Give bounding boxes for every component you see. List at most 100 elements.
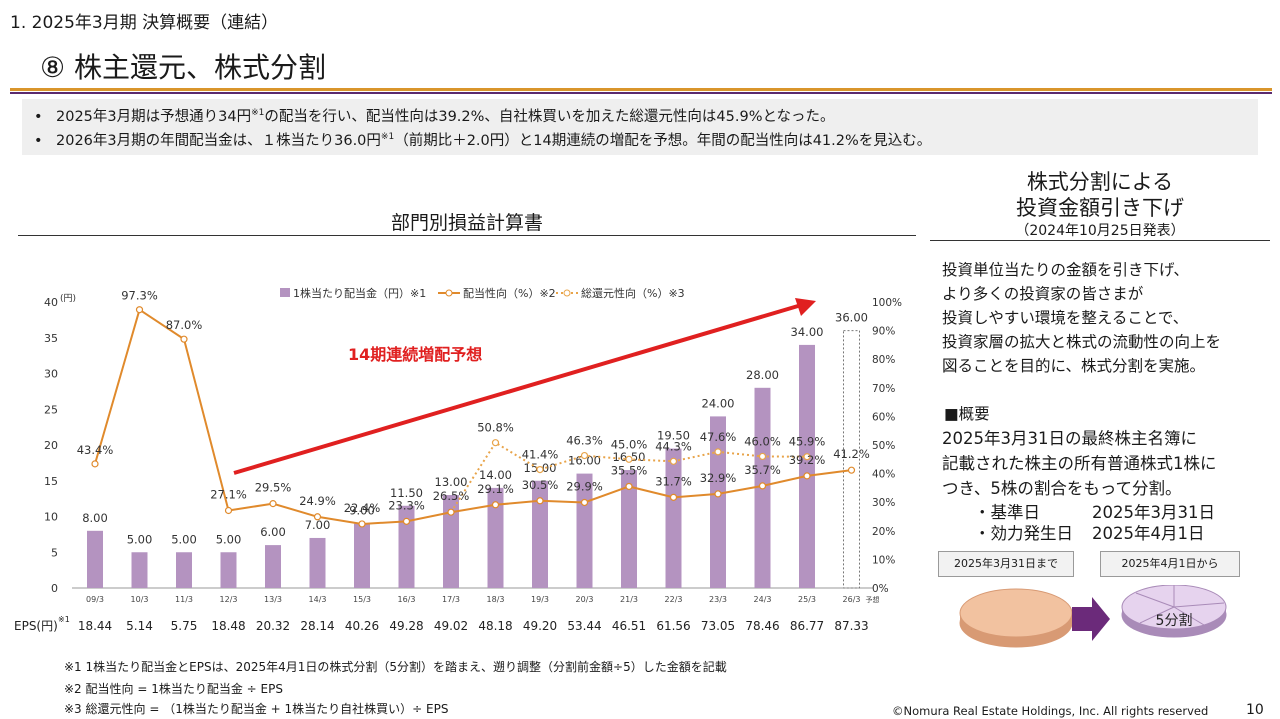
- footnote-mark: ※1: [251, 108, 265, 118]
- category-label: 14/3: [309, 595, 327, 604]
- dividend-bar: [176, 552, 192, 588]
- dividend-bar: [665, 448, 682, 588]
- description-line: より多くの投資家の皆さまが: [942, 285, 1144, 303]
- payout-ratio-label: 22.4%: [344, 501, 381, 515]
- dividend-bar: [87, 530, 103, 588]
- category-label: 10/3: [131, 595, 149, 604]
- eps-value: 86.77: [790, 619, 824, 633]
- side-title-rule: [930, 240, 1270, 241]
- eps-value: 5.75: [171, 619, 198, 633]
- dividend-bar-label: 5.00: [216, 532, 242, 546]
- split-shares-disc: 5分割: [1121, 585, 1227, 638]
- legend-marker-total: [563, 289, 571, 297]
- payout-ratio-point: [269, 500, 277, 508]
- total-return-label: 47.6%: [700, 430, 737, 444]
- payout-ratio-label: 29.9%: [566, 479, 603, 493]
- y-left-tick: 35: [44, 332, 58, 345]
- dividend-bar-forecast: [843, 330, 860, 589]
- payout-ratio-label: 27.1%: [210, 487, 247, 501]
- dividend-bar: [487, 487, 504, 588]
- record-date-label: ・基準日: [974, 503, 1040, 522]
- title-rule-accent: [10, 92, 1272, 94]
- category-label: 26/3: [843, 595, 861, 604]
- announcement-date: （2024年10月25日発表）: [1015, 223, 1185, 239]
- payout-ratio-point: [758, 482, 767, 490]
- eps-value: 49.20: [523, 619, 557, 633]
- category-label: 13/3: [264, 595, 282, 604]
- summary-text: （前期比＋2.0円）と14期連続の増配を予想。年間の配当性向は41.2%を見込む…: [394, 133, 932, 149]
- effective-date-label: ・効力発生日: [974, 524, 1073, 543]
- dividend-bar-label: 28.00: [746, 368, 779, 382]
- payout-ratio-point: [447, 508, 455, 516]
- legend-payout: 配当性向（%）※2: [463, 286, 556, 300]
- y-right-tick: 50%: [872, 440, 895, 452]
- y-right-tick: 60%: [872, 411, 895, 423]
- payout-ratio-point: [580, 498, 589, 507]
- total-return-label: 45.0%: [611, 437, 648, 451]
- payout-ratio-label: 87.0%: [166, 318, 203, 332]
- before-date-box: 2025年3月31日まで: [938, 551, 1074, 577]
- y-right-tick: 0%: [872, 583, 889, 595]
- eps-value: 46.51: [612, 619, 646, 633]
- y-right-tick: 30%: [872, 497, 895, 509]
- total-return-point: [580, 451, 589, 460]
- payout-ratio-point: [358, 520, 366, 528]
- category-label: 12/3: [220, 595, 238, 604]
- payout-ratio-label: 29.1%: [477, 482, 514, 496]
- description-line: 投資しやすい環境を整えることで、: [942, 309, 1189, 327]
- payout-ratio-line: [94, 308, 852, 525]
- payout-ratio-label: 41.2%: [833, 447, 870, 461]
- dividend-bar-label: 16.00: [568, 454, 601, 468]
- payout-ratio-label: 31.7%: [655, 474, 692, 488]
- dividend-bar: [220, 552, 237, 588]
- growth-arrow-line: [233, 304, 799, 475]
- eps-value: 40.26: [345, 619, 379, 633]
- category-label: 17/3: [442, 595, 460, 604]
- y-right-tick: 20%: [872, 526, 895, 538]
- y-left-tick: 30: [44, 368, 58, 381]
- eps-value: 5.14: [126, 619, 153, 633]
- summary-bullet-2: • 2026年3月期の年間配当金は、１株当たり36.0円※1（前期比＋2.0円）と…: [34, 129, 931, 150]
- dividend-bar-label: 14.00: [479, 468, 512, 482]
- dividend-bar: [398, 505, 415, 588]
- category-label: 16/3: [398, 595, 416, 604]
- dividend-bar-label: 24.00: [702, 396, 735, 410]
- total-return-point: [625, 455, 633, 463]
- payout-ratio-label: 29.5%: [255, 481, 292, 495]
- right-arrow-icon: [1072, 597, 1110, 641]
- summary-text: 2025年3月期は予想通り34円: [56, 109, 252, 125]
- dividend-bar: [799, 344, 815, 588]
- y-right-tick: 40%: [872, 469, 895, 481]
- y-left-tick: 25: [44, 403, 58, 416]
- y-right-tick: 10%: [872, 554, 895, 566]
- dividend-bar-label: 5.00: [127, 532, 153, 546]
- total-return-label: 46.0%: [744, 434, 781, 448]
- legend-dividend: 1株当たり配当金（円）※1: [293, 286, 426, 300]
- dividend-bar-label: 11.50: [390, 486, 423, 500]
- category-label: 18/3: [487, 595, 505, 604]
- total-return-label: 44.3%: [655, 439, 692, 453]
- annotation-text: 14期連続増配予想: [348, 345, 482, 364]
- eps-value: 73.05: [701, 619, 735, 633]
- dividend-bar-label: 36.00: [835, 311, 868, 325]
- after-date-box: 2025年4月1日から: [1100, 551, 1240, 577]
- payout-ratio-point: [91, 460, 99, 468]
- eps-value: 78.46: [745, 619, 779, 633]
- payout-ratio-point: [224, 506, 233, 515]
- payout-ratio-point: [847, 466, 856, 474]
- payout-ratio-label: 24.9%: [299, 494, 336, 508]
- y-left-tick: 0: [51, 582, 58, 595]
- total-return-point: [536, 465, 544, 474]
- title-rule: [10, 88, 1272, 91]
- eps-value: 48.18: [478, 619, 512, 633]
- category-label: 09/3: [86, 595, 104, 604]
- payout-ratio-point: [714, 490, 722, 498]
- description-line: 投資単位当たりの金額を引き下げ、: [942, 261, 1189, 279]
- growth-arrow-head: [795, 298, 816, 316]
- payout-ratio-label: 35.5%: [611, 463, 648, 477]
- category-label: 20/3: [576, 595, 594, 604]
- outline-line: つき、5株の割合をもって分割。: [942, 479, 1182, 498]
- category-label: 22/3: [665, 595, 683, 604]
- summary-bullet-1: • 2025年3月期は予想通り34円※1の配当を行い、配当性向は39.2%、自社株…: [34, 105, 835, 126]
- dividend-bar: [309, 537, 326, 588]
